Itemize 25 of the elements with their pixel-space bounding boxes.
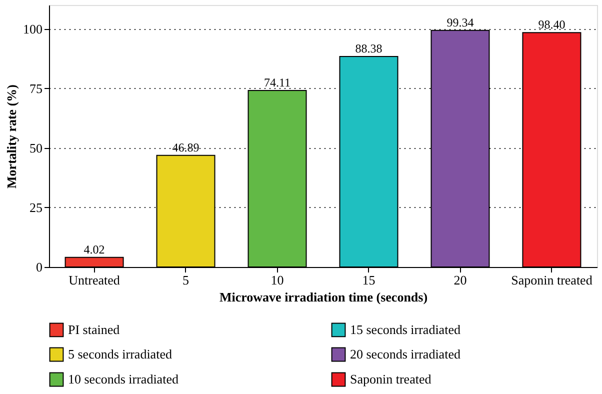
data-label: 74.11 — [264, 75, 291, 90]
y-tick-label: 75 — [30, 80, 42, 96]
y-tick-label: 100 — [23, 21, 42, 36]
legend-label: 10 seconds irradiated — [68, 372, 179, 386]
x-tick-label: 20 — [454, 272, 467, 288]
y-axis-title: Mortality rate (%) — [4, 84, 19, 188]
legend-label: 15 seconds irradiated — [350, 322, 461, 337]
y-tick-label: 50 — [30, 140, 42, 156]
x-tick-label: Saponin treated — [511, 272, 593, 288]
x-tick-label: Untreated — [68, 272, 120, 288]
data-label: 88.38 — [355, 41, 382, 56]
y-tick-label: 25 — [30, 200, 42, 215]
data-label: 98.40 — [538, 18, 566, 32]
x-tick-label: 5 — [182, 272, 190, 288]
legend-label: PI stained — [68, 322, 120, 337]
data-label: 4.02 — [84, 242, 105, 256]
legend-label: 20 seconds irradiated — [350, 346, 461, 362]
legend-label: Saponin treated — [350, 372, 432, 386]
x-tick-label: 10 — [270, 272, 284, 288]
y-tick-label: 0 — [36, 260, 42, 274]
x-axis-title: Microwave irradiation time (seconds) — [219, 290, 428, 304]
data-label: 46.89 — [172, 140, 200, 154]
legend-label: 5 seconds irradiated — [68, 346, 172, 362]
data-label: 99.34 — [446, 15, 474, 30]
x-tick-label: 15 — [362, 272, 376, 288]
